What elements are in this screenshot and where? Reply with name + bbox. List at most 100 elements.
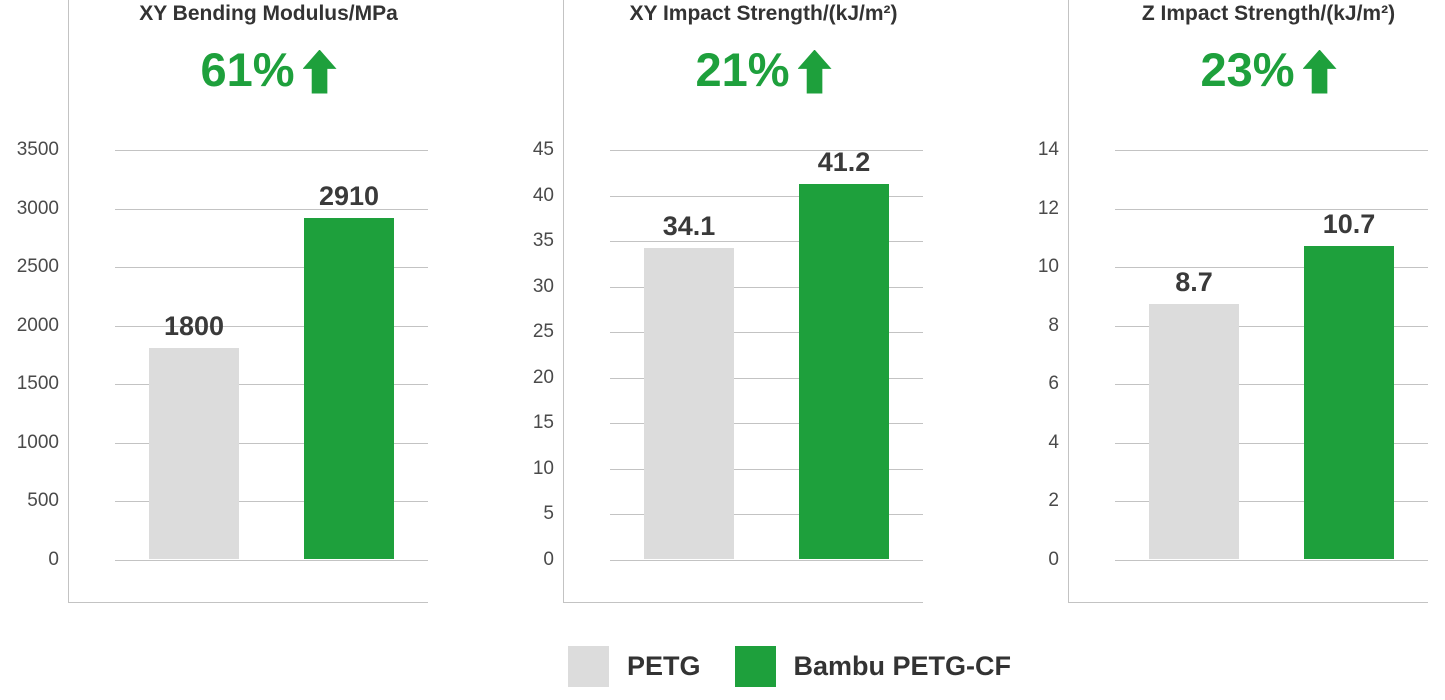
y-tick-label: 3500	[16, 139, 59, 160]
bars: 1800 2910	[115, 181, 428, 559]
y-tick-label: 40	[532, 184, 554, 206]
gridline	[610, 150, 923, 151]
gridline	[115, 208, 428, 210]
gridline	[610, 286, 923, 288]
improvement-callout: 23%	[1109, 44, 1428, 96]
y-tick-label: 0	[48, 549, 59, 570]
improvement-value: 61%	[200, 43, 295, 96]
legend-label: PETG	[627, 651, 701, 681]
legend: PETG Bambu PETG-CF	[568, 646, 1011, 687]
plot-area: XY Bending Modulus/MPa 61% 1800 2910	[68, 0, 428, 603]
plot-area: Z Impact Strength/(kJ/m²) 23% 8.7 10.7	[1068, 0, 1428, 603]
gridline	[115, 267, 428, 269]
improvement-value: 23%	[1200, 43, 1295, 96]
gridline	[610, 423, 923, 425]
y-axis: 0 500 1000 1500 2000 2500 3000 3500	[6, 0, 68, 603]
bars: 8.7 10.7	[1115, 209, 1428, 559]
y-tick-label: 6	[1048, 373, 1059, 395]
y-tick-label: 2	[1048, 490, 1059, 512]
bar	[1149, 304, 1239, 559]
gridline	[610, 377, 923, 379]
bars: 34.1 41.2	[610, 147, 923, 559]
legend-label: Bambu PETG-CF	[793, 651, 1012, 681]
bar	[1304, 246, 1394, 559]
bar-bambu-petg-cf: 41.2	[799, 147, 889, 559]
bar-value-label: 34.1	[662, 211, 716, 241]
y-tick-label: 2500	[16, 256, 59, 278]
gridline	[1115, 325, 1428, 327]
y-axis: 0 5 10 15 20 25 30 35 40 45	[501, 0, 563, 603]
gridline	[115, 150, 428, 151]
y-tick-label: 0	[543, 549, 554, 570]
y-tick-label: 10	[532, 457, 554, 479]
gridline	[1115, 208, 1428, 210]
y-tick-label: 14	[1037, 139, 1059, 160]
bar	[304, 218, 394, 559]
y-tick-label: 0	[1048, 549, 1059, 570]
y-tick-label: 10	[1037, 256, 1059, 278]
y-tick-label: 15	[532, 412, 554, 434]
y-tick-label: 4	[1048, 431, 1059, 453]
gridline	[610, 468, 923, 470]
gridline	[610, 332, 923, 334]
gridline	[610, 514, 923, 516]
bar	[644, 248, 734, 559]
plot-area: XY Impact Strength/(kJ/m²) 21% 34.1 41.2	[563, 0, 923, 603]
gridline	[610, 560, 923, 561]
chart-xy-impact-strength: 0 5 10 15 20 25 30 35 40 45 XY Impact Strength/(k…	[501, 0, 923, 603]
gridline	[1115, 501, 1428, 503]
gridline	[610, 241, 923, 243]
gridline	[610, 195, 923, 197]
gridline	[115, 325, 428, 327]
bar-bambu-petg-cf: 10.7	[1304, 209, 1394, 559]
gridline	[1115, 560, 1428, 561]
y-tick-label: 35	[532, 230, 554, 252]
bar-value-label: 41.2	[817, 147, 871, 177]
gridline	[1115, 150, 1428, 151]
bar-value-label: 8.7	[1175, 267, 1213, 297]
legend-item-petg: PETG	[568, 646, 701, 687]
y-tick-label: 8	[1048, 314, 1059, 336]
bar-petg: 1800	[149, 311, 239, 559]
bambu-petg-cf-swatch	[734, 646, 776, 687]
chart-title: XY Bending Modulus/MPa	[139, 2, 398, 25]
y-tick-label: 2000	[16, 314, 59, 336]
bar	[799, 184, 889, 559]
y-tick-label: 1000	[16, 431, 59, 453]
gridline	[115, 560, 428, 561]
chart-title: Z Impact Strength/(kJ/m²)	[1141, 2, 1396, 25]
y-tick-label: 12	[1037, 197, 1059, 219]
gridline	[1115, 442, 1428, 444]
improvement-callout: 61%	[109, 44, 428, 96]
gridline	[115, 384, 428, 386]
petg-swatch	[568, 646, 609, 687]
gridline	[1115, 384, 1428, 386]
bar-value-label: 10.7	[1322, 209, 1376, 239]
y-tick-label: 25	[532, 321, 554, 343]
gridline	[115, 501, 428, 503]
bar-petg: 34.1	[644, 211, 734, 559]
improvement-callout: 21%	[604, 44, 923, 96]
y-tick-label: 20	[532, 366, 554, 388]
gridlines	[564, 0, 923, 602]
bar	[149, 348, 239, 559]
gridline	[115, 442, 428, 444]
y-tick-label: 3000	[16, 197, 59, 219]
chart-xy-bending-modulus: 0 500 1000 1500 2000 2500 3000 3500 XY Bending …	[6, 0, 428, 603]
legend-item-bambu-petg-cf: Bambu PETG-CF	[734, 646, 1012, 687]
bar-value-label: 1800	[163, 311, 225, 341]
gridline	[1115, 267, 1428, 269]
y-tick-label: 5	[543, 503, 554, 525]
gridlines	[1069, 0, 1428, 602]
y-tick-label: 30	[532, 275, 554, 297]
gridlines	[69, 0, 428, 602]
y-tick-label: 500	[27, 490, 59, 512]
improvement-value: 21%	[695, 43, 790, 96]
bar-petg: 8.7	[1149, 267, 1239, 559]
y-tick-label: 45	[532, 139, 554, 160]
y-tick-label: 1500	[16, 373, 59, 395]
chart-title: XY Impact Strength/(kJ/m²)	[629, 2, 898, 25]
y-axis: 0 2 4 6 8 10 12 14	[1006, 0, 1068, 603]
bar-bambu-petg-cf: 2910	[304, 181, 394, 559]
